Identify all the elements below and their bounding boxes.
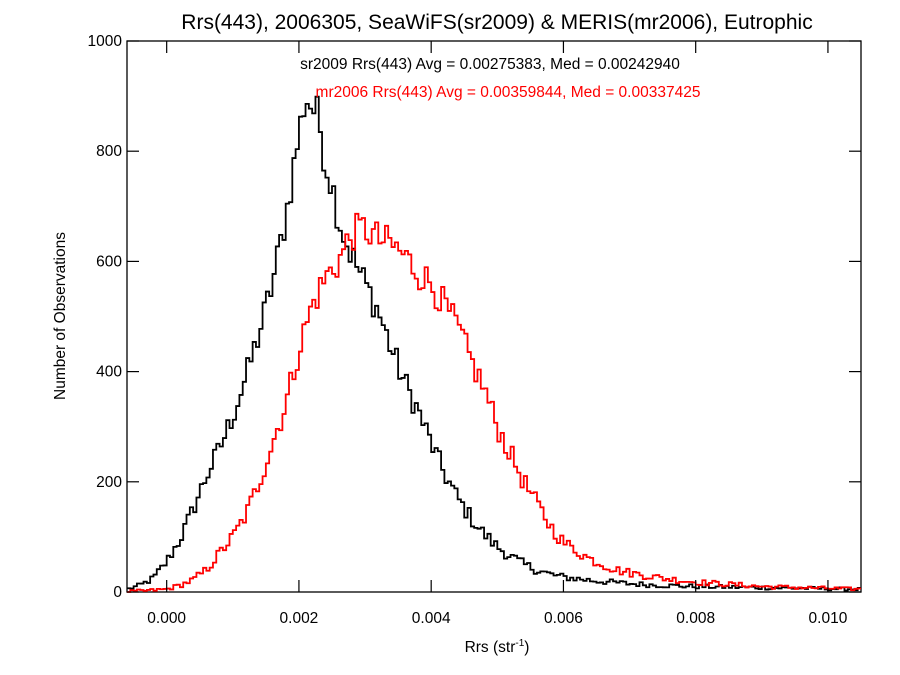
plot-frame: [126, 40, 862, 593]
x-axis-label-sup: -1: [515, 638, 524, 649]
series-line-1: [127, 212, 861, 593]
series-layer: [127, 95, 861, 593]
y-tick-label-5: 1000: [88, 33, 123, 50]
plot-box: [126, 40, 862, 593]
x-axis-label: Rrs (str-1): [465, 638, 530, 656]
annotation-sr2009: sr2009 Rrs(443) Avg = 0.00275383, Med = …: [300, 56, 680, 73]
y-tick-label-0: 0: [113, 584, 122, 601]
x-tick-label-2: 0.004: [412, 610, 451, 627]
series-line-0: [127, 95, 861, 592]
y-axis-label: Number of Observations: [52, 232, 69, 400]
annotation-mr2006: mr2006 Rrs(443) Avg = 0.00359844, Med = …: [316, 84, 701, 101]
x-tick-label-5: 0.010: [809, 610, 848, 627]
x-axis-label-main: Rrs (str: [465, 639, 516, 656]
x-tick-label-0: 0.000: [147, 610, 186, 627]
y-tick-label-4: 800: [96, 143, 122, 160]
ticks-layer: 0.000 0.002 0.004 0.006 0.008 0.010 0 200 400 600…: [88, 33, 861, 627]
x-tick-label-3: 0.006: [544, 610, 583, 627]
x-axis-label-close: ): [524, 639, 529, 656]
x-tick-label-1: 0.002: [280, 610, 319, 627]
y-tick-label-1: 200: [96, 474, 122, 491]
x-tick-label-4: 0.008: [676, 610, 715, 627]
y-tick-label-2: 400: [96, 364, 122, 381]
y-tick-label-3: 600: [96, 253, 122, 270]
chart-title: Rrs(443), 2006305, SeaWiFS(sr2009) & MER…: [181, 11, 812, 34]
